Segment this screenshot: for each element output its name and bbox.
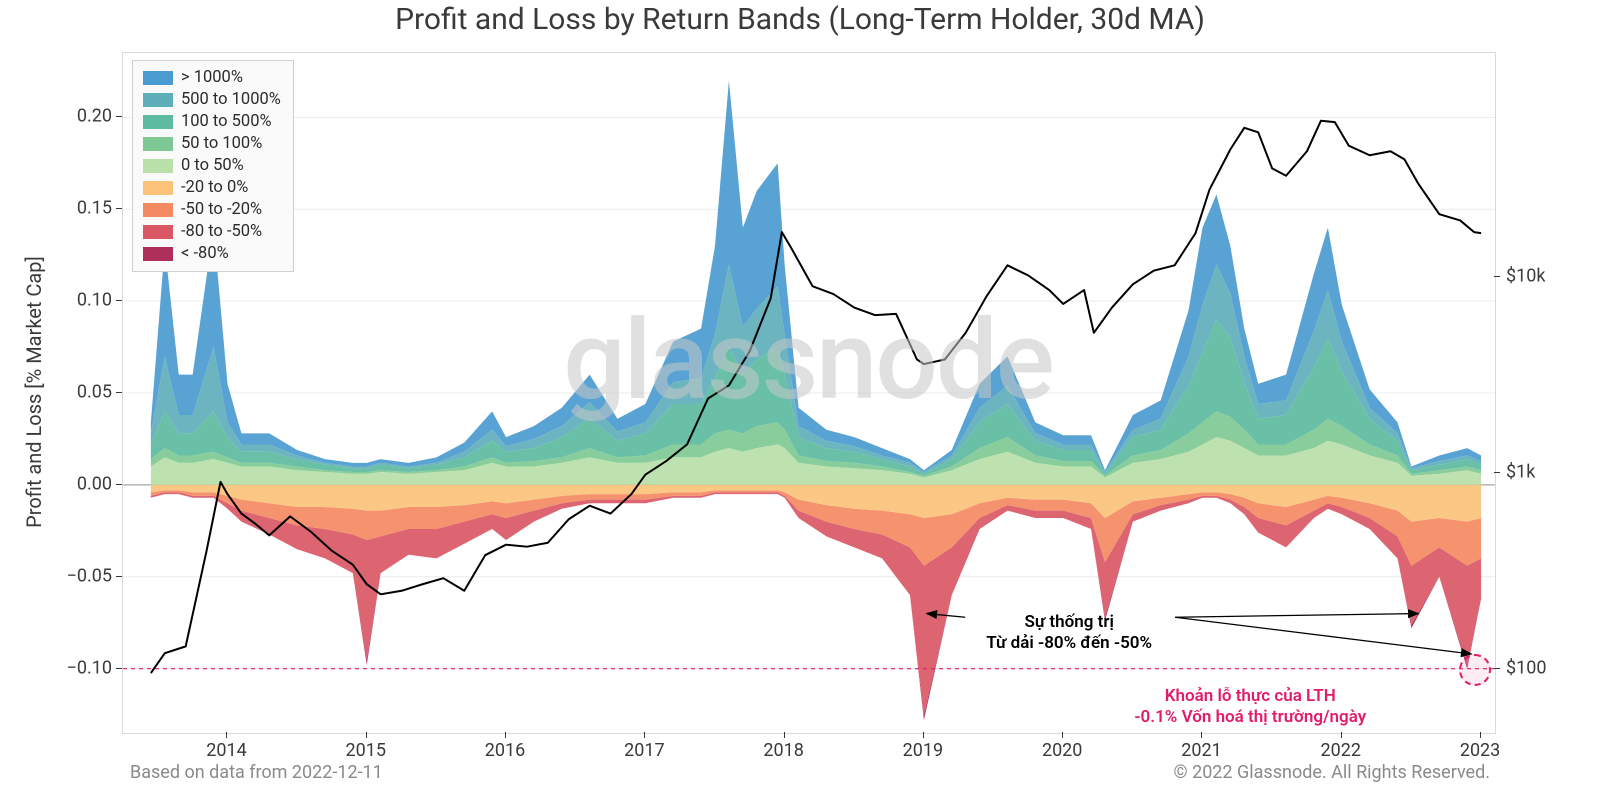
- x-tick-label: 2020: [1042, 740, 1082, 761]
- y2-tick-label: $10k: [1506, 266, 1545, 287]
- legend-item: < -80%: [143, 243, 281, 265]
- y-axis-label: Profit and Loss [% Market Cap]: [22, 256, 46, 528]
- legend-swatch: [143, 225, 173, 239]
- x-tick-label: 2019: [903, 740, 943, 761]
- x-tick-label: 2017: [624, 740, 664, 761]
- annotation-lth-loss: Khoản lỗ thực của LTH-0.1% Vốn hoá thị t…: [1134, 685, 1366, 728]
- legend: > 1000%500 to 1000%100 to 500%50 to 100%…: [132, 60, 294, 272]
- legend-item: 100 to 500%: [143, 111, 281, 133]
- legend-swatch: [143, 137, 173, 151]
- legend-item: -20 to 0%: [143, 177, 281, 199]
- legend-label: < -80%: [181, 243, 229, 265]
- legend-item: -80 to -50%: [143, 221, 281, 243]
- x-tick-label: 2022: [1321, 740, 1361, 761]
- legend-item: > 1000%: [143, 67, 281, 89]
- highlight-circle: [1459, 654, 1491, 686]
- legend-label: -50 to -20%: [181, 199, 262, 221]
- chart-container: Profit and Loss by Return Bands (Long-Te…: [0, 0, 1600, 794]
- legend-swatch: [143, 181, 173, 195]
- legend-label: > 1000%: [181, 67, 243, 89]
- legend-swatch: [143, 159, 173, 173]
- annotation-dominance: Sự thống trịTừ dải -80% đến -50%: [986, 612, 1152, 655]
- legend-swatch: [143, 93, 173, 107]
- x-tick-label: 2014: [206, 740, 246, 761]
- annotation-arrow: [1175, 614, 1418, 618]
- y-tick-label: 0.10: [77, 290, 112, 311]
- legend-swatch: [143, 203, 173, 217]
- y-tick-label: 0.15: [77, 198, 112, 219]
- y-tick-label: 0.00: [77, 473, 112, 494]
- legend-swatch: [143, 115, 173, 129]
- x-tick-label: 2018: [763, 740, 803, 761]
- x-tick-label: 2016: [485, 740, 525, 761]
- legend-label: -20 to 0%: [181, 177, 248, 199]
- y-tick-label: −0.05: [67, 565, 112, 586]
- legend-label: 0 to 50%: [181, 155, 244, 177]
- legend-label: -80 to -50%: [181, 221, 262, 243]
- x-tick-label: 2015: [346, 740, 386, 761]
- legend-label: 100 to 500%: [181, 111, 272, 133]
- legend-item: -50 to -20%: [143, 199, 281, 221]
- legend-label: 50 to 100%: [181, 133, 262, 155]
- x-tick-label: 2021: [1181, 740, 1221, 761]
- legend-swatch: [143, 71, 173, 85]
- legend-label: 500 to 1000%: [181, 89, 281, 111]
- legend-item: 0 to 50%: [143, 155, 281, 177]
- y-tick-label: 0.05: [77, 382, 112, 403]
- chart-title: Profit and Loss by Return Bands (Long-Te…: [0, 2, 1600, 37]
- x-tick-label: 2023: [1460, 740, 1500, 761]
- footer-right: © 2022 Glassnode. All Rights Reserved.: [1173, 762, 1490, 783]
- legend-swatch: [143, 247, 173, 261]
- legend-item: 50 to 100%: [143, 133, 281, 155]
- legend-item: 500 to 1000%: [143, 89, 281, 111]
- watermark: glassnode: [563, 306, 1052, 416]
- footer-left: Based on data from 2022-12-11: [130, 762, 383, 783]
- y-tick-label: −0.10: [67, 657, 112, 678]
- y2-tick-label: $100: [1506, 657, 1546, 678]
- annotation-arrow: [1175, 617, 1471, 654]
- y2-tick-label: $1k: [1506, 461, 1535, 482]
- y-tick-label: 0.20: [77, 106, 112, 127]
